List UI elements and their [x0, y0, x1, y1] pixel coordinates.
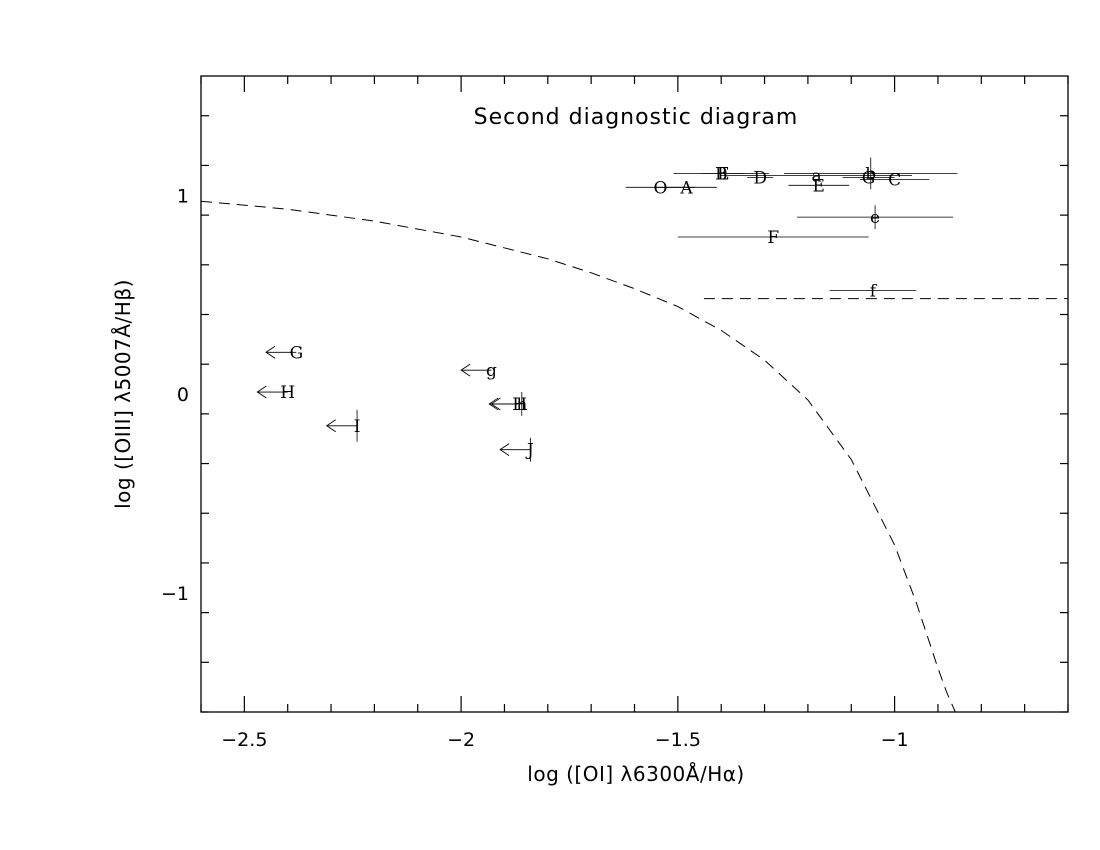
point-label: B — [715, 164, 728, 184]
point-label: J — [525, 441, 534, 461]
arrow-head — [499, 443, 510, 457]
point-label: b — [865, 164, 876, 184]
y-tick-label: 0 — [177, 384, 189, 406]
x-tick-label: −1 — [881, 729, 909, 751]
point-label: A — [679, 178, 693, 198]
arrow-head — [488, 397, 499, 411]
point-label: F — [767, 228, 779, 248]
point-label: I — [354, 417, 361, 437]
arrow-head — [460, 363, 471, 377]
x-tick-label: −2.5 — [221, 729, 267, 751]
x-axis-label: log ([OI] λ6300Å/Hα) — [527, 762, 744, 786]
point-label: E — [813, 176, 825, 196]
point-label: H — [512, 395, 527, 415]
arrow-head — [325, 419, 336, 433]
x-tick-label: −1.5 — [655, 729, 701, 751]
y-tick-label: −1 — [161, 583, 189, 605]
plot-frame — [200, 75, 1069, 713]
axis-ticks: −2.5 −2 −1.5 −1 1 0 −1 — [161, 76, 1069, 751]
y-tick-label: 1 — [177, 185, 189, 207]
point-label: e — [870, 208, 880, 228]
arrow-head — [265, 345, 276, 359]
y-axis-label: log ([OIII] λ5007Å/Hβ) — [111, 279, 135, 509]
chart-title: Second diagnostic diagram — [474, 105, 799, 130]
arrow-head — [256, 385, 267, 399]
point-label: H — [280, 383, 295, 403]
point-label: h — [516, 395, 527, 415]
point-label: D — [753, 168, 767, 188]
point-label: G — [290, 343, 304, 363]
dashed-curve — [200, 200, 956, 713]
point-label: a — [811, 166, 821, 186]
dashed-curves — [200, 200, 1068, 713]
point-label: g — [486, 361, 497, 381]
point-label: G — [862, 168, 876, 188]
point-label: f — [870, 282, 878, 302]
point-label: E — [717, 164, 729, 184]
point-label: C — [888, 170, 901, 190]
x-tick-label: −2 — [447, 729, 475, 751]
point-label: O — [654, 178, 668, 198]
